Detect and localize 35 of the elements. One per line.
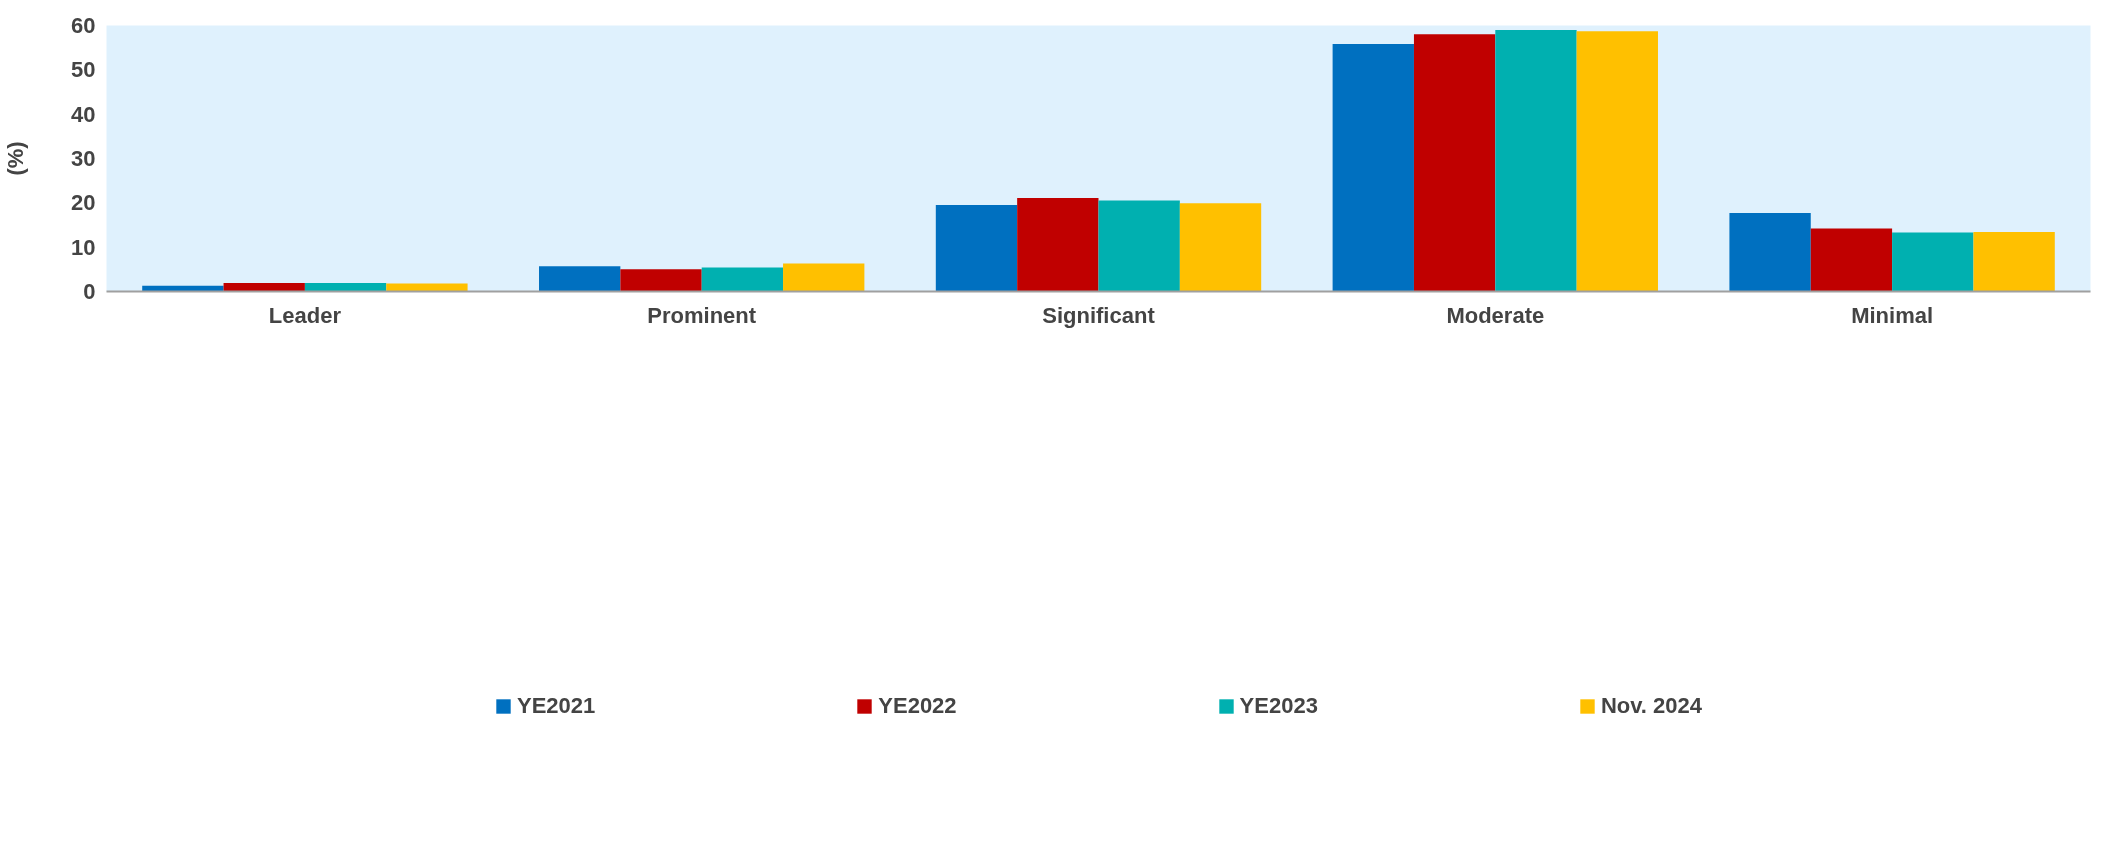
y-tick-label: 60 xyxy=(71,13,96,38)
x-tick-label: Minimal xyxy=(1851,302,1934,328)
y-tick-label: 10 xyxy=(71,234,96,260)
x-tick-label: Moderate xyxy=(1446,302,1545,328)
bar xyxy=(1098,200,1180,292)
bar xyxy=(1729,213,1811,292)
bar xyxy=(304,283,387,292)
x-tick-label: Significant xyxy=(1042,302,1156,328)
bar xyxy=(223,283,305,292)
y-tick-label: 40 xyxy=(71,101,96,127)
bar xyxy=(1810,228,1893,292)
legend-label: Nov. 2024 xyxy=(1600,693,1702,719)
bar xyxy=(1892,232,1974,292)
y-tick-label: 20 xyxy=(71,190,96,216)
x-tick-label: Prominent xyxy=(647,302,757,328)
bar xyxy=(1973,232,2055,292)
x-tick-label: Leader xyxy=(268,302,342,328)
legend-label: YE2022 xyxy=(878,693,957,719)
y-axis-title: (%) xyxy=(3,141,29,176)
bar xyxy=(1413,34,1496,292)
bar xyxy=(1332,44,1414,292)
bar xyxy=(935,205,1018,292)
bar xyxy=(783,263,865,292)
bar xyxy=(701,267,784,292)
legend-label: YE2021 xyxy=(517,693,596,719)
bar xyxy=(620,269,702,292)
legend-label: YE2023 xyxy=(1239,693,1318,719)
y-tick-label: 50 xyxy=(71,57,96,83)
bar xyxy=(1179,203,1262,292)
bar xyxy=(1495,29,1577,292)
bar xyxy=(1576,31,1658,292)
y-tick-label: 0 xyxy=(83,279,96,304)
bar xyxy=(539,266,621,292)
y-tick-label: 30 xyxy=(71,146,96,171)
bar xyxy=(1017,197,1099,292)
